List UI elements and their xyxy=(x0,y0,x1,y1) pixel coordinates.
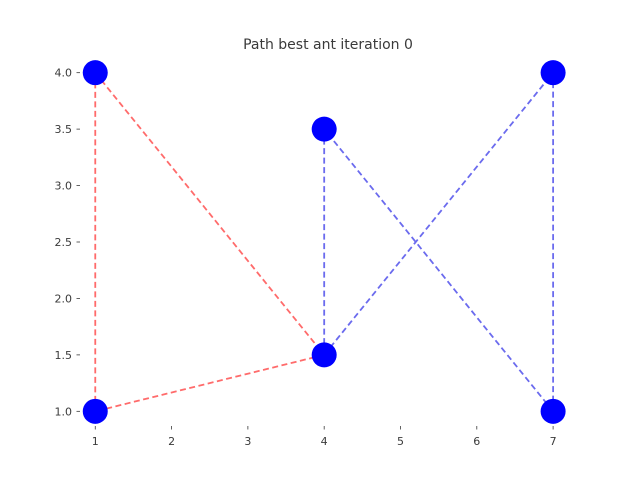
y-tick-label-4: 3.0 xyxy=(55,180,73,193)
x-tick-label-0: 1 xyxy=(92,435,99,448)
path-edge-1-3 xyxy=(323,128,554,412)
y-tick-label-5: 3.5 xyxy=(55,123,73,136)
x-tick-label-3: 4 xyxy=(321,435,328,448)
path-edge-0-1 xyxy=(95,354,325,413)
city-node-3 xyxy=(311,342,337,368)
axis-ticks: 1 2 3 4 5 6 7 1.0 1.5 2.0 2.5 3.0 3.5 4.0 xyxy=(55,67,557,448)
x-tick-label-2: 3 xyxy=(244,435,251,448)
y-tick-label-1: 1.5 xyxy=(55,349,73,362)
y-tick-label-2: 2.0 xyxy=(55,292,73,305)
path-edges xyxy=(94,72,555,413)
path-edge-1-1 xyxy=(323,72,554,356)
x-tick-label-5: 6 xyxy=(473,435,480,448)
y-tick-label-0: 1.0 xyxy=(55,405,73,418)
city-nodes xyxy=(82,60,566,424)
city-node-0 xyxy=(82,60,108,86)
x-tick-label-6: 7 xyxy=(550,435,557,448)
city-node-2 xyxy=(540,60,566,86)
x-tick-label-4: 5 xyxy=(397,435,404,448)
city-node-5 xyxy=(540,398,566,424)
y-tick-label-3: 2.5 xyxy=(55,236,73,249)
path-edge-0-0 xyxy=(94,72,325,356)
y-tick-label-6: 4.0 xyxy=(55,67,73,80)
x-tick-label-1: 2 xyxy=(168,435,175,448)
city-node-1 xyxy=(311,116,337,142)
chart-title: Path best ant iteration 0 xyxy=(243,37,413,53)
city-node-4 xyxy=(82,398,108,424)
